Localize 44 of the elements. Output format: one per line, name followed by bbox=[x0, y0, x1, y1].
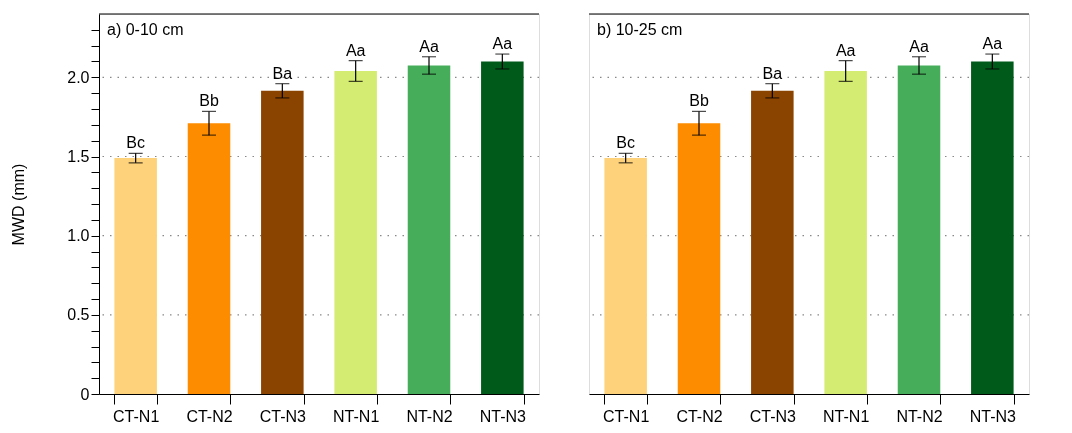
x-tick-label: NT-N3 bbox=[969, 407, 1017, 425]
annotation: Aa bbox=[492, 35, 513, 53]
annotation: Aa bbox=[419, 37, 439, 55]
x-tick-label: NT-N1 bbox=[823, 407, 870, 425]
y-tick-label: 2.0 bbox=[67, 68, 90, 86]
bar bbox=[677, 123, 721, 394]
bar bbox=[751, 90, 794, 394]
x-tick-label: NT-N2 bbox=[896, 407, 943, 425]
bar bbox=[114, 158, 157, 394]
chart-title: a) 0-10 cm bbox=[107, 21, 184, 38]
y-tick-label: 1.0 bbox=[67, 227, 90, 245]
bar bbox=[334, 71, 377, 394]
x-tick-label: NT-N2 bbox=[406, 407, 453, 425]
x-tick-label: NT-N3 bbox=[479, 407, 527, 425]
x-tick-label: CT-N2 bbox=[676, 407, 723, 425]
bar bbox=[481, 61, 524, 394]
bar bbox=[407, 65, 451, 394]
annotation: Aa bbox=[982, 35, 1003, 53]
annotation: Ba bbox=[272, 64, 293, 82]
bar bbox=[971, 61, 1014, 394]
annotation: Aa bbox=[835, 41, 856, 59]
annotation: Aa bbox=[909, 37, 929, 55]
annotation: Ba bbox=[762, 64, 783, 82]
x-tick-label: CT-N2 bbox=[186, 407, 233, 425]
chart-title: b) 10-25 cm bbox=[597, 21, 683, 38]
bar bbox=[824, 71, 867, 394]
annotation: Bb bbox=[199, 92, 219, 110]
bar bbox=[604, 158, 647, 394]
bar bbox=[187, 123, 231, 394]
annotation: Aa bbox=[345, 41, 366, 59]
x-tick-label: CT-N3 bbox=[259, 407, 307, 425]
bar bbox=[261, 90, 304, 394]
y-tick-label: 0.5 bbox=[67, 306, 90, 324]
bar bbox=[897, 65, 941, 394]
y-axis-title: MWD (mm) bbox=[10, 163, 28, 246]
x-tick-label: NT-N1 bbox=[333, 407, 380, 425]
annotation: Bc bbox=[126, 134, 145, 152]
x-tick-label: CT-N1 bbox=[603, 407, 650, 425]
y-tick-label: 0 bbox=[80, 385, 90, 403]
annotation: Bc bbox=[616, 134, 635, 152]
annotation: Bb bbox=[689, 92, 709, 110]
x-tick-label: CT-N3 bbox=[749, 407, 797, 425]
x-tick-label: CT-N1 bbox=[113, 407, 160, 425]
y-tick-label: 1.5 bbox=[67, 148, 90, 165]
